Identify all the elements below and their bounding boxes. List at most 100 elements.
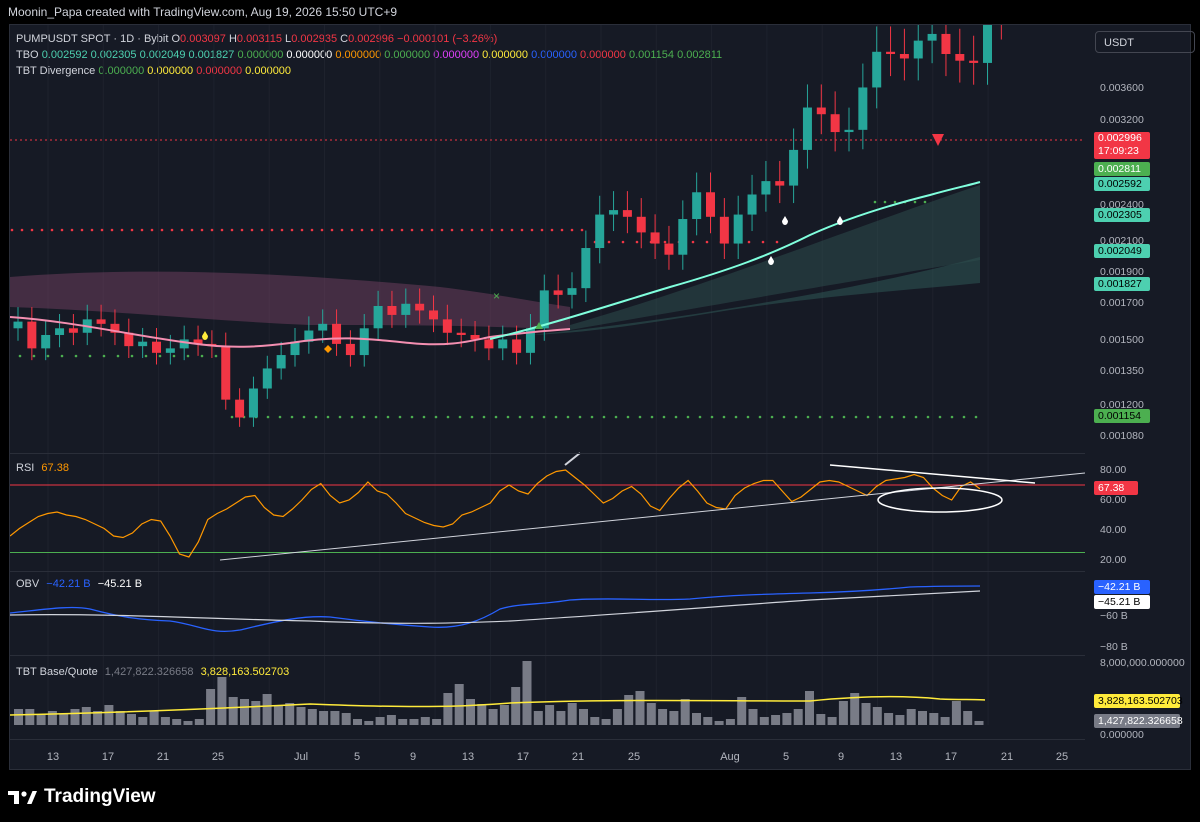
signal-marker (324, 345, 332, 353)
resistance-dot (775, 240, 779, 244)
candle-body (484, 339, 494, 349)
price-axis-label: 0.001350 (1100, 365, 1144, 377)
candle-body (221, 346, 231, 400)
price-axis-label: 0.003600 (1100, 82, 1144, 94)
support-dot (338, 415, 342, 419)
candle-body (401, 303, 411, 315)
legend-symbol[interactable]: PUMPUSDT SPOT · 1D · Bybit (16, 33, 169, 45)
candle-body (27, 321, 37, 349)
resistance-dot (310, 228, 314, 232)
resistance-dot (460, 228, 464, 232)
resistance-dot (380, 228, 384, 232)
resistance-dot (430, 228, 434, 232)
rsi-label[interactable]: RSI (16, 462, 35, 474)
resistance-dot (320, 228, 324, 232)
candle-body (470, 334, 480, 340)
support-dot (698, 415, 702, 419)
time-axis-label: 13 (46, 751, 60, 763)
support-dot (602, 415, 606, 419)
candle-body (415, 303, 425, 311)
time-axis-label: 17 (101, 751, 115, 763)
candle-body (539, 290, 549, 329)
time-axis-label: 17 (944, 751, 958, 763)
support-dot (554, 415, 558, 419)
resistance-dot (570, 228, 574, 232)
legend-tbo-label[interactable]: TBO (16, 49, 39, 61)
support-dot (434, 415, 438, 419)
support-dot (186, 354, 190, 358)
support-dot (116, 354, 120, 358)
legend-tbo-row: TBO 0.002592 0.002305 0.002049 0.001827 … (16, 49, 722, 61)
support-dot (362, 415, 366, 419)
time-axis-label: 25 (1055, 751, 1069, 763)
resistance-dot (230, 228, 234, 232)
rsi-ellipse-annotation (877, 487, 1003, 513)
volume-bar (251, 701, 261, 725)
time-axis-label: 17 (516, 751, 530, 763)
pane-divider-volume[interactable] (10, 655, 1085, 656)
volume-bar (669, 711, 679, 725)
chart-container[interactable]: PUMPUSDT SPOT · 1D · Bybit O0.003097 H0.… (9, 24, 1195, 770)
support-dot (883, 200, 887, 204)
obv-axis-label: −60 B (1100, 610, 1128, 622)
resistance-dot (220, 228, 224, 232)
sell-signal-triangle (932, 134, 944, 146)
candle-body (276, 355, 286, 369)
resistance-dot (510, 228, 514, 232)
cloud-band (570, 185, 980, 330)
candle-body (332, 323, 342, 344)
volume-bar (635, 691, 645, 725)
obv-value-1: −42.21 B (46, 578, 91, 590)
support-dot (290, 415, 294, 419)
volume-label[interactable]: TBT Base/Quote (16, 666, 98, 678)
volume-bar (194, 719, 204, 725)
resistance-dot (440, 228, 444, 232)
volume-bar (25, 709, 35, 725)
signal-marker (837, 216, 843, 225)
volume-axis-label: 0.000000 (1100, 729, 1144, 741)
pane-divider-obv[interactable] (10, 571, 1085, 572)
candle-body (983, 25, 992, 63)
volume-bar (307, 709, 317, 725)
obv-ma-line (10, 590, 981, 624)
resistance-dot (560, 228, 564, 232)
resistance-dot (607, 240, 611, 244)
price-badge: 0.002305 (1094, 208, 1150, 222)
rsi-axis-label: 60.00 (1100, 494, 1127, 506)
candle-body (124, 332, 134, 347)
price-chart-svg[interactable]: × (10, 25, 1085, 725)
price-badge: 0.002592 (1094, 177, 1150, 191)
resistance-dot (250, 228, 254, 232)
volume-bar (341, 713, 351, 725)
support-dot (686, 415, 690, 419)
volume-bar (104, 705, 114, 725)
support-dot (200, 354, 204, 358)
volume-bar (556, 711, 566, 725)
volume-bar (906, 709, 916, 725)
legend-divergence-label[interactable]: TBT Divergence (16, 65, 96, 77)
volume-bar (477, 704, 487, 725)
resistance-dot (40, 228, 44, 232)
support-dot (746, 415, 750, 419)
volume-bar (579, 709, 588, 725)
candle-body (13, 321, 23, 329)
legend-tbo-values: 0.002592 0.002305 0.002049 0.001827 0.00… (42, 49, 722, 61)
support-dot (878, 415, 882, 419)
resistance-dot (100, 228, 104, 232)
time-axis-label: 21 (156, 751, 170, 763)
pane-divider-rsi[interactable] (10, 453, 1085, 454)
indicator-value: 0.000000 (98, 65, 145, 77)
indicator-value: 0.001154 (625, 49, 675, 61)
candle-body (525, 328, 535, 353)
rsi-trendline-drawn (829, 464, 1036, 484)
legend-ohlc: O0.003097 H0.003115 L0.002935 C0.002996 (171, 33, 397, 45)
candle-body (692, 192, 702, 220)
time-axis-label: 21 (571, 751, 585, 763)
obv-label[interactable]: OBV (16, 578, 40, 590)
candle-body (345, 343, 355, 356)
support-dot (482, 415, 486, 419)
resistance-dot (80, 228, 84, 232)
volume-bar (884, 713, 894, 725)
currency-button[interactable]: USDT (1095, 31, 1195, 53)
tradingview-brand: TradingView (44, 786, 156, 807)
